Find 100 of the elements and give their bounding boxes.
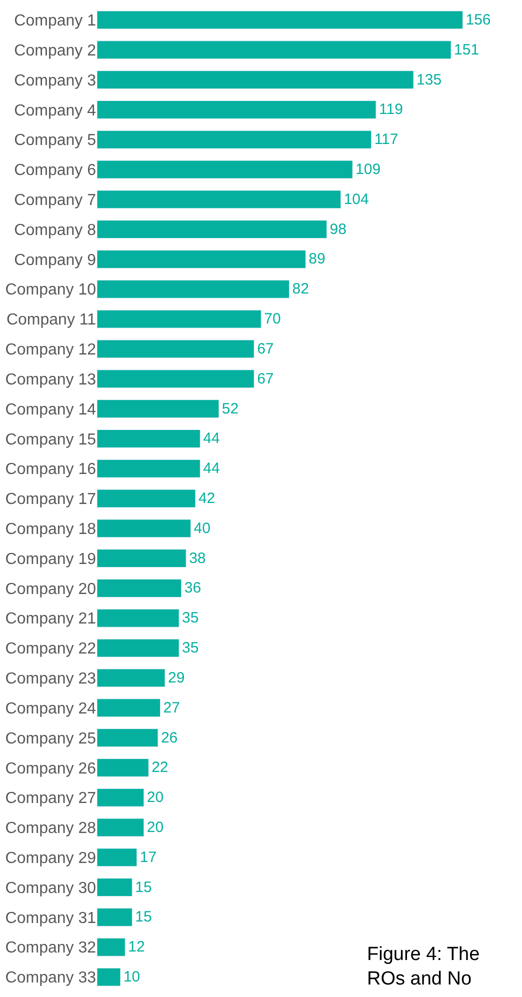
bar xyxy=(97,310,262,328)
data-label: 119 xyxy=(379,101,403,118)
bar xyxy=(97,549,186,568)
y-tick-label: Company 4 xyxy=(14,102,96,120)
data-label: 44 xyxy=(203,460,220,478)
bar xyxy=(97,100,376,119)
y-tick-label: Company 22 xyxy=(5,640,96,658)
data-label: 67 xyxy=(257,340,274,358)
bar xyxy=(97,40,452,60)
data-label: 35 xyxy=(182,610,199,627)
bar xyxy=(97,848,138,867)
y-tick-label: Company 10 xyxy=(5,282,96,299)
bar xyxy=(97,728,158,747)
bar xyxy=(97,489,196,508)
y-tick-label: Company 20 xyxy=(5,580,96,598)
y-tick-label: Company 31 xyxy=(5,910,96,927)
y-tick-label: Company 24 xyxy=(5,700,96,718)
y-tick-label: Company 15 xyxy=(5,431,96,448)
y-tick-label: Company 1 xyxy=(14,12,96,30)
data-label: 36 xyxy=(184,580,202,597)
bar xyxy=(97,698,161,718)
bar xyxy=(97,459,200,478)
bar xyxy=(97,340,254,358)
y-tick-label: Company 11 xyxy=(6,312,96,329)
bar xyxy=(97,70,414,89)
bar xyxy=(97,758,149,777)
bar xyxy=(97,280,290,298)
y-tick-label: Company 8 xyxy=(14,222,96,239)
data-label: 17 xyxy=(140,848,157,866)
data-label: 15 xyxy=(135,908,152,926)
data-label: 98 xyxy=(330,220,346,238)
bar xyxy=(97,908,132,926)
data-label: 156 xyxy=(466,11,491,28)
bar xyxy=(97,190,342,209)
bar xyxy=(97,968,121,986)
bar xyxy=(97,818,144,837)
data-label: 20 xyxy=(146,789,164,806)
bar xyxy=(97,400,220,418)
y-tick-label: Company 19 xyxy=(5,550,96,568)
y-tick-label: Company 23 xyxy=(5,670,96,688)
annotation: Figure 4: The ROs and No xyxy=(367,944,480,990)
data-label: 104 xyxy=(344,190,369,208)
data-label: 82 xyxy=(292,280,309,298)
y-tick-label: Company 2 xyxy=(14,42,96,60)
y-tick-label: Company 28 xyxy=(5,820,96,838)
bar xyxy=(97,250,306,268)
y-tick-label: Company 16 xyxy=(5,461,96,478)
y-tick-label: Company 3 xyxy=(14,72,96,90)
data-label: 40 xyxy=(194,520,210,537)
bar xyxy=(97,160,353,179)
data-label: 10 xyxy=(123,968,140,986)
bar xyxy=(97,519,192,538)
y-tick-label: Company 29 xyxy=(5,850,96,868)
y-tick-label: Company 21 xyxy=(5,610,96,628)
y-tick-label: Company 17 xyxy=(5,491,96,508)
y-tick-label: Company 6 xyxy=(14,162,96,180)
y-tick-label: Company 13 xyxy=(5,371,96,388)
data-label: 42 xyxy=(198,490,216,507)
bar xyxy=(97,938,126,956)
bar xyxy=(97,788,144,807)
data-label: 22 xyxy=(152,759,168,776)
bar xyxy=(97,878,132,897)
y-tick-label: Company 32 xyxy=(5,940,96,957)
bar xyxy=(97,10,463,30)
data-label: 26 xyxy=(160,729,178,746)
y-tick-label: Company 25 xyxy=(5,730,96,748)
y-tick-label: Company 30 xyxy=(5,880,96,897)
data-label: 135 xyxy=(416,71,442,88)
bar xyxy=(97,668,166,688)
data-label: 67 xyxy=(257,370,274,388)
data-label: 109 xyxy=(356,161,381,178)
bar xyxy=(97,370,254,388)
y-tick-label: Company 27 xyxy=(5,790,96,808)
data-label: 12 xyxy=(128,938,145,956)
data-label: 20 xyxy=(146,819,164,836)
data-label: 38 xyxy=(189,550,206,567)
data-label: 117 xyxy=(374,131,398,148)
data-label: 89 xyxy=(308,250,326,268)
data-label: 151 xyxy=(454,41,480,58)
y-tick-label: Company 26 xyxy=(5,760,96,778)
data-label: 52 xyxy=(222,400,239,418)
data-label: 15 xyxy=(135,878,152,896)
data-label: 44 xyxy=(203,430,220,448)
y-tick-label: Company 7 xyxy=(14,192,96,210)
bar xyxy=(97,429,200,448)
data-label: 70 xyxy=(264,310,281,328)
bar xyxy=(97,220,328,239)
bar xyxy=(97,579,182,598)
data-label: 27 xyxy=(163,699,180,716)
bar xyxy=(97,608,180,628)
bar xyxy=(97,130,372,149)
y-tick-label: Company 33 xyxy=(5,970,96,987)
y-tick-label: Company 5 xyxy=(14,132,96,150)
data-label: 29 xyxy=(168,669,185,686)
y-tick-label: Company 18 xyxy=(5,521,96,538)
y-tick-label: Company 9 xyxy=(14,252,96,269)
data-label: 35 xyxy=(182,640,199,657)
bar xyxy=(97,638,180,658)
y-tick-label: Company 14 xyxy=(5,401,96,418)
y-tick-label: Company 12 xyxy=(5,342,96,359)
